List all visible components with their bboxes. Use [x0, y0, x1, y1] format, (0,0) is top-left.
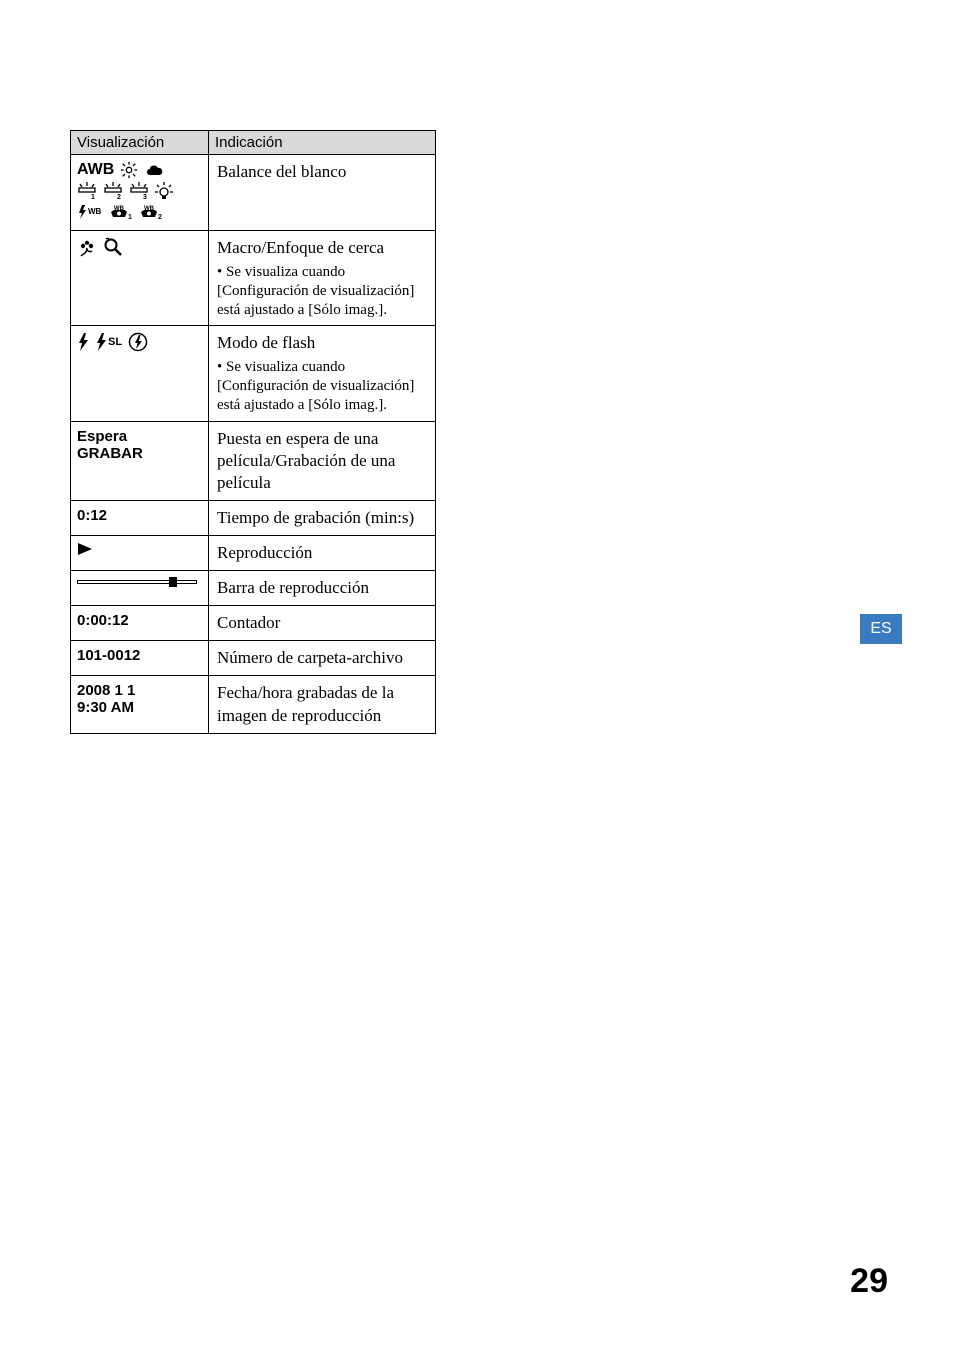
table-row: 0:12 Tiempo de grabación (min:s) — [71, 500, 436, 535]
flash-note: Se visualiza cuando [Configuración de vi… — [217, 358, 427, 414]
folder-label: 101-0012 — [71, 641, 209, 676]
table-row: 0:00:12 Contador — [71, 606, 436, 641]
date-indication: Fecha/hora grabadas de la imagen de repr… — [209, 676, 436, 733]
table-row: Espera GRABAR Puesta en espera de una pe… — [71, 421, 436, 500]
display-table: Visualización Indicación AWB — [70, 130, 436, 734]
language-tab: ES — [860, 614, 902, 644]
fluorescent-2-icon: 2 — [103, 182, 123, 200]
flash-off-icon — [128, 332, 148, 352]
table-header-row: Visualización Indicación — [71, 131, 436, 155]
svg-text:WB: WB — [88, 207, 102, 216]
bar-indication: Barra de reproducción — [209, 571, 436, 606]
play-indication: Reproducción — [209, 536, 436, 571]
date-label: 2008 1 1 — [77, 682, 202, 699]
svg-text:3: 3 — [143, 194, 147, 200]
grabar-label: GRABAR — [77, 445, 202, 462]
table-row: 101-0012 Número de carpeta-archivo — [71, 641, 436, 676]
onepush-1-icon: WB1 — [109, 203, 133, 221]
counter-indication: Contador — [209, 606, 436, 641]
table-row: Barra de reproducción — [71, 571, 436, 606]
flash-sl-label: SL — [108, 336, 122, 348]
svg-text:2: 2 — [117, 194, 121, 200]
awb-label: AWB — [77, 161, 114, 179]
macro-note: Se visualiza cuando [Configuración de vi… — [217, 263, 427, 319]
cloud-icon — [144, 162, 166, 178]
espera-indication: Puesta en espera de una película/Grabaci… — [209, 421, 436, 500]
macro-indication: Macro/Enfoque de cerca — [217, 237, 427, 259]
folder-indication: Número de carpeta-archivo — [209, 641, 436, 676]
page-number: 29 — [850, 1262, 888, 1301]
time-label: 9:30 AM — [77, 699, 202, 716]
counter-label: 0:00:12 — [71, 606, 209, 641]
flash-sl-icon — [95, 333, 107, 351]
svg-text:1: 1 — [128, 214, 132, 221]
col-header-vis: Visualización — [71, 131, 209, 155]
table-row: SL Modo de flash Se visualiza cuando [Co… — [71, 326, 436, 421]
svg-text:1: 1 — [91, 194, 95, 200]
wb-indication: Balance del blanco — [209, 155, 436, 231]
magnifier-close-icon — [103, 237, 123, 257]
table-row: AWB 1 2 — [71, 155, 436, 231]
espera-label: Espera — [77, 428, 202, 445]
fluorescent-1-icon: 1 — [77, 182, 97, 200]
flash-wb-icon: WB — [77, 204, 103, 220]
fluorescent-3-icon: 3 — [129, 182, 149, 200]
flash-indication: Modo de flash — [217, 332, 427, 354]
onepush-2-icon: WB2 — [139, 203, 163, 221]
flash-on-icon — [77, 333, 89, 351]
svg-text:2: 2 — [158, 214, 162, 221]
flower-macro-icon — [77, 237, 97, 257]
rectime-indication: Tiempo de grabación (min:s) — [209, 500, 436, 535]
col-header-ind: Indicación — [209, 131, 436, 155]
bulb-icon — [155, 182, 173, 200]
table-row: 2008 1 1 9:30 AM Fecha/hora grabadas de … — [71, 676, 436, 733]
sun-icon — [120, 161, 138, 179]
playback-bar-icon — [77, 577, 197, 587]
play-icon — [77, 542, 95, 556]
table-row: Macro/Enfoque de cerca Se visualiza cuan… — [71, 231, 436, 326]
rectime-label: 0:12 — [71, 500, 209, 535]
table-row: Reproducción — [71, 536, 436, 571]
